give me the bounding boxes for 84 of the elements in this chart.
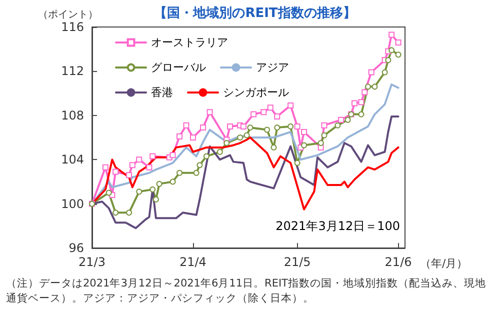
point — [112, 168, 119, 175]
point — [318, 140, 324, 146]
point — [388, 47, 395, 54]
point — [385, 57, 392, 64]
y-tick-label: 116 — [61, 20, 84, 34]
legend-label: グローバル — [151, 61, 206, 74]
point — [388, 32, 395, 38]
point — [129, 162, 136, 168]
point — [301, 142, 308, 148]
legend-label: アジア — [256, 61, 289, 74]
point — [334, 122, 341, 128]
chart-title: 【国・地域別のREIT指数の推移】 — [154, 5, 356, 21]
point — [136, 156, 142, 163]
x-tick-label: 21/5 — [284, 255, 311, 269]
point — [203, 153, 210, 160]
point — [190, 134, 196, 140]
point — [288, 102, 294, 108]
point — [250, 111, 257, 118]
point — [338, 116, 344, 123]
point — [152, 196, 159, 202]
point — [264, 126, 270, 133]
point — [102, 164, 108, 170]
point — [358, 111, 364, 118]
point — [150, 153, 156, 160]
point — [294, 123, 300, 130]
x-axis-title: （年/月） — [420, 257, 468, 270]
x-tick-label: 21/3 — [78, 255, 106, 269]
point — [321, 122, 328, 128]
y-tick-label: 96 — [68, 241, 84, 255]
point — [156, 180, 162, 187]
point — [321, 132, 328, 138]
point — [170, 152, 176, 158]
point — [240, 123, 246, 130]
text: （注）データは2021年3月12日～2021年6月11日。REIT指数の国・地域別指数（配当込み、現地通貨ベース）。アジア：アジア・パシフィック（除く日本）。 — [6, 276, 486, 304]
legend-label: オーストラリア — [151, 36, 228, 49]
point — [270, 144, 277, 150]
point — [368, 69, 374, 76]
y-tick-label: 104 — [61, 152, 84, 167]
y-axis-title: （ポイント） — [38, 10, 98, 20]
point — [106, 190, 112, 196]
point — [267, 104, 274, 111]
point — [301, 128, 308, 135]
y-tick-label: 112 — [61, 64, 84, 78]
point — [146, 164, 152, 170]
point — [150, 186, 156, 192]
point — [294, 160, 300, 166]
y-tick-label: 108 — [61, 108, 84, 122]
point — [183, 122, 190, 128]
point — [170, 178, 176, 185]
x-tick-label: 21/6 — [384, 255, 412, 269]
point — [274, 124, 280, 131]
point — [136, 188, 142, 195]
point — [226, 123, 233, 130]
point — [216, 148, 223, 155]
point — [193, 170, 200, 176]
point — [352, 100, 358, 106]
point — [206, 109, 213, 116]
point — [358, 99, 364, 106]
point — [200, 124, 206, 131]
point — [364, 84, 371, 90]
point — [274, 114, 280, 120]
point — [362, 89, 368, 96]
point — [395, 52, 402, 58]
point — [196, 162, 203, 168]
y-tick-label: 100 — [61, 196, 84, 211]
point — [244, 132, 250, 138]
legend-label: 香港 — [151, 86, 173, 99]
point — [260, 109, 267, 116]
annotation: 2021年3月12日＝100 — [276, 219, 400, 233]
point — [382, 69, 388, 76]
point — [224, 140, 230, 146]
point — [372, 84, 378, 90]
point — [395, 39, 402, 46]
point — [344, 116, 351, 123]
x-tick-label: 21/4 — [179, 255, 206, 269]
point — [112, 210, 119, 216]
point — [237, 134, 244, 140]
point — [126, 172, 132, 178]
point — [126, 210, 132, 216]
point — [247, 124, 254, 131]
point — [176, 133, 183, 140]
point — [288, 123, 294, 130]
point — [176, 170, 183, 176]
legend-label: シンガポール — [223, 86, 289, 99]
